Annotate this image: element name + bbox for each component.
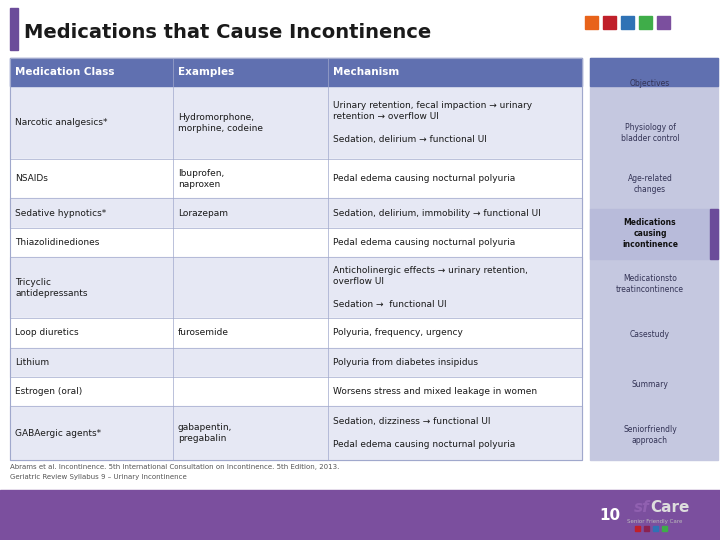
Bar (10, 159, 582, 198)
Text: NSAIDs: NSAIDs (15, 174, 48, 184)
Text: Sedation, delirium, immobility → functional UI: Sedation, delirium, immobility → functio… (333, 208, 541, 218)
Text: Narcotic analgesics*: Narcotic analgesics* (15, 118, 107, 127)
Text: 10: 10 (600, 508, 621, 523)
Text: Objectives: Objectives (630, 79, 670, 87)
Bar (671, 526, 676, 531)
Text: Medications
causing
incontinence: Medications causing incontinence (622, 218, 678, 249)
Text: gabapentin,
pregabalin: gabapentin, pregabalin (178, 423, 233, 443)
Bar (585, 16, 598, 29)
Bar (10, 198, 582, 228)
Text: Physiology of
bladder control: Physiology of bladder control (621, 123, 679, 144)
Text: sf: sf (634, 501, 650, 516)
Bar (0, 490, 720, 540)
Bar (653, 526, 658, 531)
Bar (635, 526, 640, 531)
Bar (710, 209, 718, 259)
Bar (10, 8, 18, 50)
Bar (621, 16, 634, 29)
Text: Loop diuretics: Loop diuretics (15, 328, 78, 338)
Bar (10, 348, 582, 377)
Text: Worsens stress and mixed leakage in women: Worsens stress and mixed leakage in wome… (333, 387, 537, 396)
Text: Senior Friendly Care: Senior Friendly Care (627, 518, 683, 523)
Text: Tricyclic
antidepressants: Tricyclic antidepressants (15, 278, 88, 298)
Text: Ibuprofen,
naproxen: Ibuprofen, naproxen (178, 169, 224, 189)
Text: Summary: Summary (631, 380, 668, 389)
Text: Thiazolidinediones: Thiazolidinediones (15, 238, 99, 247)
Bar (590, 58, 718, 86)
Text: Lorazepam: Lorazepam (178, 208, 228, 218)
Bar (590, 209, 718, 259)
Text: Casestudy: Casestudy (630, 330, 670, 339)
Bar (10, 377, 582, 406)
Text: Mechanism: Mechanism (333, 67, 400, 77)
Bar (10, 58, 582, 86)
Text: Examples: Examples (178, 67, 234, 77)
Text: Hydromorphone,
morphine, codeine: Hydromorphone, morphine, codeine (178, 113, 263, 133)
Bar (644, 526, 649, 531)
Text: Pedal edema causing nocturnal polyuria: Pedal edema causing nocturnal polyuria (333, 238, 516, 247)
Text: Medicationsto
treatincontinence: Medicationsto treatincontinence (616, 274, 684, 294)
Text: Abrams et al. Incontinence. 5th International Consultation on Incontinence. 5th : Abrams et al. Incontinence. 5th Internat… (10, 464, 339, 470)
Text: Estrogen (oral): Estrogen (oral) (15, 387, 82, 396)
Text: Medications that Cause Incontinence: Medications that Cause Incontinence (24, 23, 431, 42)
Text: Sedation, dizziness → functional UI

Pedal edema causing nocturnal polyuria: Sedation, dizziness → functional UI Peda… (333, 417, 516, 449)
Text: Seniorfriendly
approach: Seniorfriendly approach (623, 425, 677, 445)
Bar (639, 16, 652, 29)
Bar (590, 58, 718, 460)
Bar (10, 86, 582, 159)
Text: furosemide: furosemide (178, 328, 229, 338)
Text: Anticholinergic effects → urinary retention,
overflow UI

Sedation →  functional: Anticholinergic effects → urinary retent… (333, 266, 528, 309)
Bar (10, 58, 582, 460)
Text: Lithium: Lithium (15, 357, 49, 367)
Bar (10, 406, 582, 460)
Text: GABAergic agents*: GABAergic agents* (15, 429, 101, 437)
Bar (10, 228, 582, 257)
Bar (10, 257, 582, 318)
Text: Sedative hypnotics*: Sedative hypnotics* (15, 208, 107, 218)
Text: Medication Class: Medication Class (15, 67, 114, 77)
Text: Polyuria from diabetes insipidus: Polyuria from diabetes insipidus (333, 357, 478, 367)
Text: Age-related
changes: Age-related changes (628, 173, 672, 194)
Text: Pedal edema causing nocturnal polyuria: Pedal edema causing nocturnal polyuria (333, 174, 516, 184)
Bar (10, 318, 582, 348)
Text: Urinary retention, fecal impaction → urinary
retention → overflow UI

Sedation, : Urinary retention, fecal impaction → uri… (333, 101, 532, 144)
Bar (657, 16, 670, 29)
Text: Polyuria, frequency, urgency: Polyuria, frequency, urgency (333, 328, 463, 338)
Text: Geriatric Review Syllabus 9 – Urinary Incontinence: Geriatric Review Syllabus 9 – Urinary In… (10, 474, 186, 480)
Text: Care: Care (650, 501, 689, 516)
Bar (662, 526, 667, 531)
Bar (603, 16, 616, 29)
